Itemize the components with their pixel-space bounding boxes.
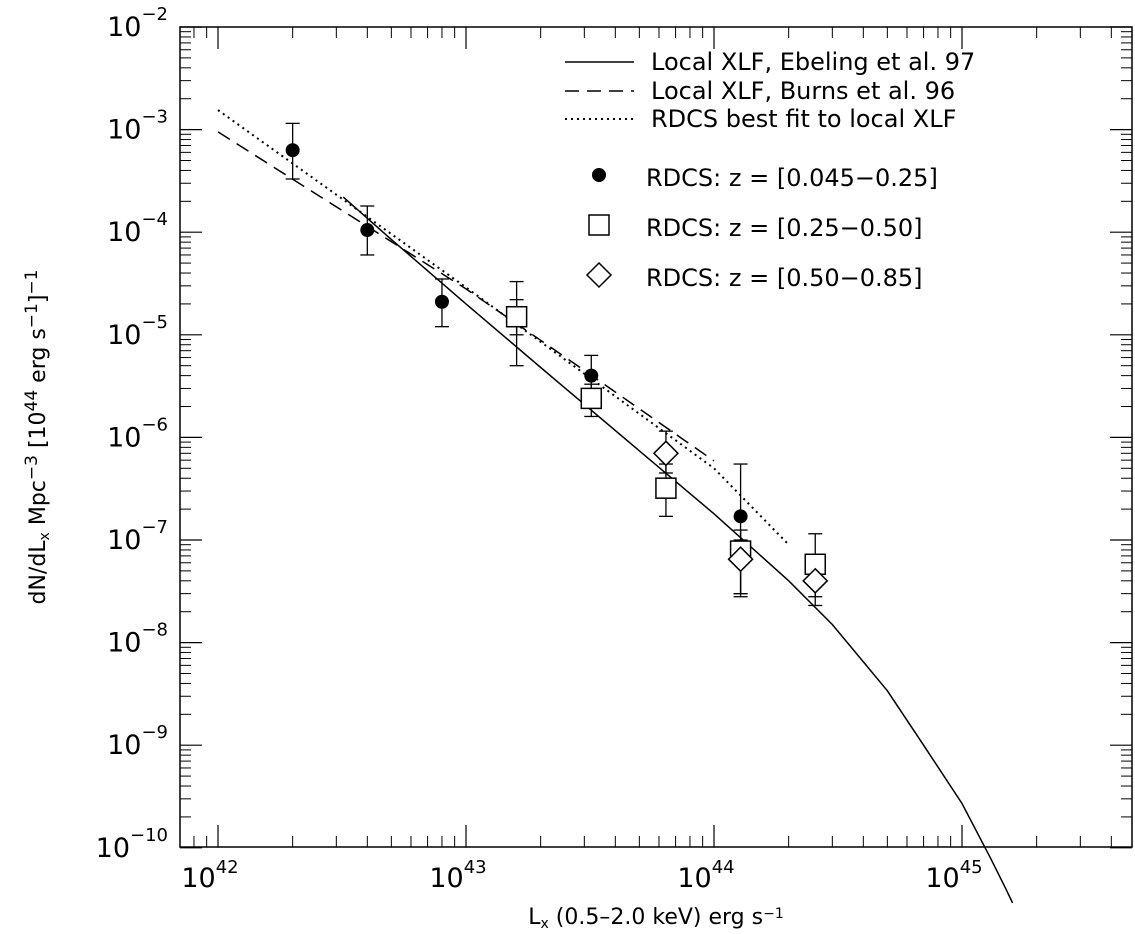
x-tick-exponent: 45 [960,857,983,878]
y-tick-base: 10 [96,833,130,864]
x-tick-label: 1042 [181,857,238,894]
y-axis-label-part4: erg s [26,328,51,390]
data-point-filled-circle [360,223,375,238]
model-lines [217,109,1014,904]
y-axis-label-sup3: −1 [22,303,42,328]
y-tick-base: 10 [107,730,141,761]
data-point-open-diamond [727,546,754,573]
legend-label: Local XLF, Ebeling et al. 97 [651,48,975,76]
x-tick-label: 1045 [925,857,982,894]
y-tick-base: 10 [107,115,141,146]
x-tick-exponent: 42 [216,857,239,878]
data-points [285,122,829,607]
model-line-solid [342,196,1014,904]
data-point-filled-circle [733,509,748,524]
y-tick-label: 10−4 [107,209,168,248]
data-point-filled-circle [584,368,599,383]
y-tick-exponent: −10 [130,825,168,846]
model-line-dashed [217,131,715,462]
y-tick-label: 10−2 [107,4,168,43]
y-tick-exponent: −2 [141,4,168,25]
x-axis-label-rest: (0.5–2.0 keV) erg s [549,905,763,930]
y-tick-base: 10 [107,525,141,556]
y-tick-exponent: −7 [141,517,168,538]
data-point-filled-circle [434,294,449,309]
y-tick-label: 10−6 [107,414,168,453]
y-tick-exponent: −8 [141,620,168,641]
y-tick-label: 10−8 [107,620,168,659]
x-tick-label: 1044 [677,857,734,894]
x-axis-ticks: 1042 1043 1044 1045 [181,27,1112,894]
y-tick-exponent: −5 [141,312,168,333]
legend-label: RDCS: z = [0.25−0.50] [646,214,923,242]
y-axis-label-sub: x [37,532,53,540]
x-axis-label-main: L [528,905,541,930]
y-tick-label: 10−9 [107,722,168,761]
data-point-open-diamond [652,440,679,467]
y-tick-base: 10 [107,628,141,659]
data-point-open-square [580,387,603,410]
y-tick-exponent: −9 [141,722,168,743]
legend-marker-open-diamond [585,261,613,289]
y-tick-base: 10 [107,320,141,351]
x-tick-base: 10 [181,863,215,894]
y-tick-label: 10−10 [96,825,168,864]
y-tick-label: 10−5 [107,312,168,351]
x-tick-base: 10 [429,863,463,894]
x-tick-exponent: 43 [464,857,487,878]
legend-marker-filled-circle [592,168,606,182]
plot-frame [179,26,1133,848]
x-tick-label: 1043 [429,857,486,894]
x-tick-base: 10 [677,863,711,894]
y-tick-base: 10 [107,217,141,248]
y-tick-exponent: −4 [141,209,168,230]
y-axis-label-part2: Mpc [26,480,51,532]
y-axis-label-part3: [10 [26,411,51,455]
x-axis-label-sup: −1 [763,906,784,922]
legend-label: Local XLF, Burns et al. 96 [651,77,955,105]
y-axis-label-sup4: −1 [22,269,42,294]
y-tick-exponent: −3 [141,107,168,128]
x-axis-label-sub: x [541,916,549,932]
legend-marker-open-square [588,214,610,236]
y-tick-base: 10 [107,12,141,43]
legend-label: RDCS: z = [0.045−0.25] [646,164,938,192]
y-axis-label-part5: ] [26,295,51,304]
legend-label: RDCS: z = [0.50−0.85] [646,264,923,292]
y-axis-label: dN/dLx Mpc−3 [1044 erg s−1]−1 [22,269,53,604]
y-axis-label-sup1: −3 [22,455,42,480]
y-tick-label: 10−7 [107,517,168,556]
data-point-open-square [655,477,677,499]
data-point-open-square [505,305,528,328]
legend-label: RDCS best fit to local XLF [651,105,956,133]
y-tick-exponent: −6 [141,414,168,435]
y-tick-label: 10−3 [107,107,168,146]
y-axis-label-sup2: 44 [22,390,42,412]
x-tick-exponent: 44 [712,857,735,878]
x-tick-base: 10 [925,863,959,894]
data-point-open-diamond [802,567,829,594]
y-axis-label-part1: dN/dL [26,540,51,605]
data-point-filled-circle [285,143,300,158]
y-tick-base: 10 [107,422,141,453]
x-axis-label: Lx (0.5–2.0 keV) erg s−1 [528,905,783,932]
